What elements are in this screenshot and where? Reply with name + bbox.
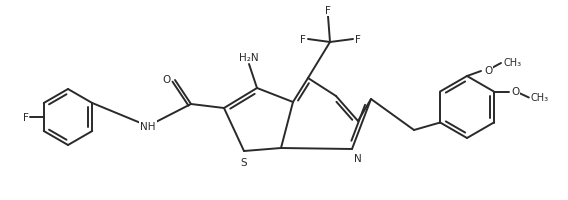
Text: CH₃: CH₃ bbox=[531, 93, 549, 103]
Text: F: F bbox=[355, 35, 361, 45]
Text: N: N bbox=[354, 153, 362, 163]
Text: NH: NH bbox=[140, 121, 156, 131]
Text: O: O bbox=[484, 66, 492, 76]
Text: S: S bbox=[241, 157, 247, 167]
Text: CH₃: CH₃ bbox=[503, 58, 521, 68]
Text: O: O bbox=[512, 87, 520, 97]
Text: H₂N: H₂N bbox=[239, 53, 259, 63]
Text: F: F bbox=[325, 6, 331, 16]
Text: F: F bbox=[300, 35, 306, 45]
Text: F: F bbox=[23, 112, 29, 122]
Text: O: O bbox=[163, 75, 171, 85]
